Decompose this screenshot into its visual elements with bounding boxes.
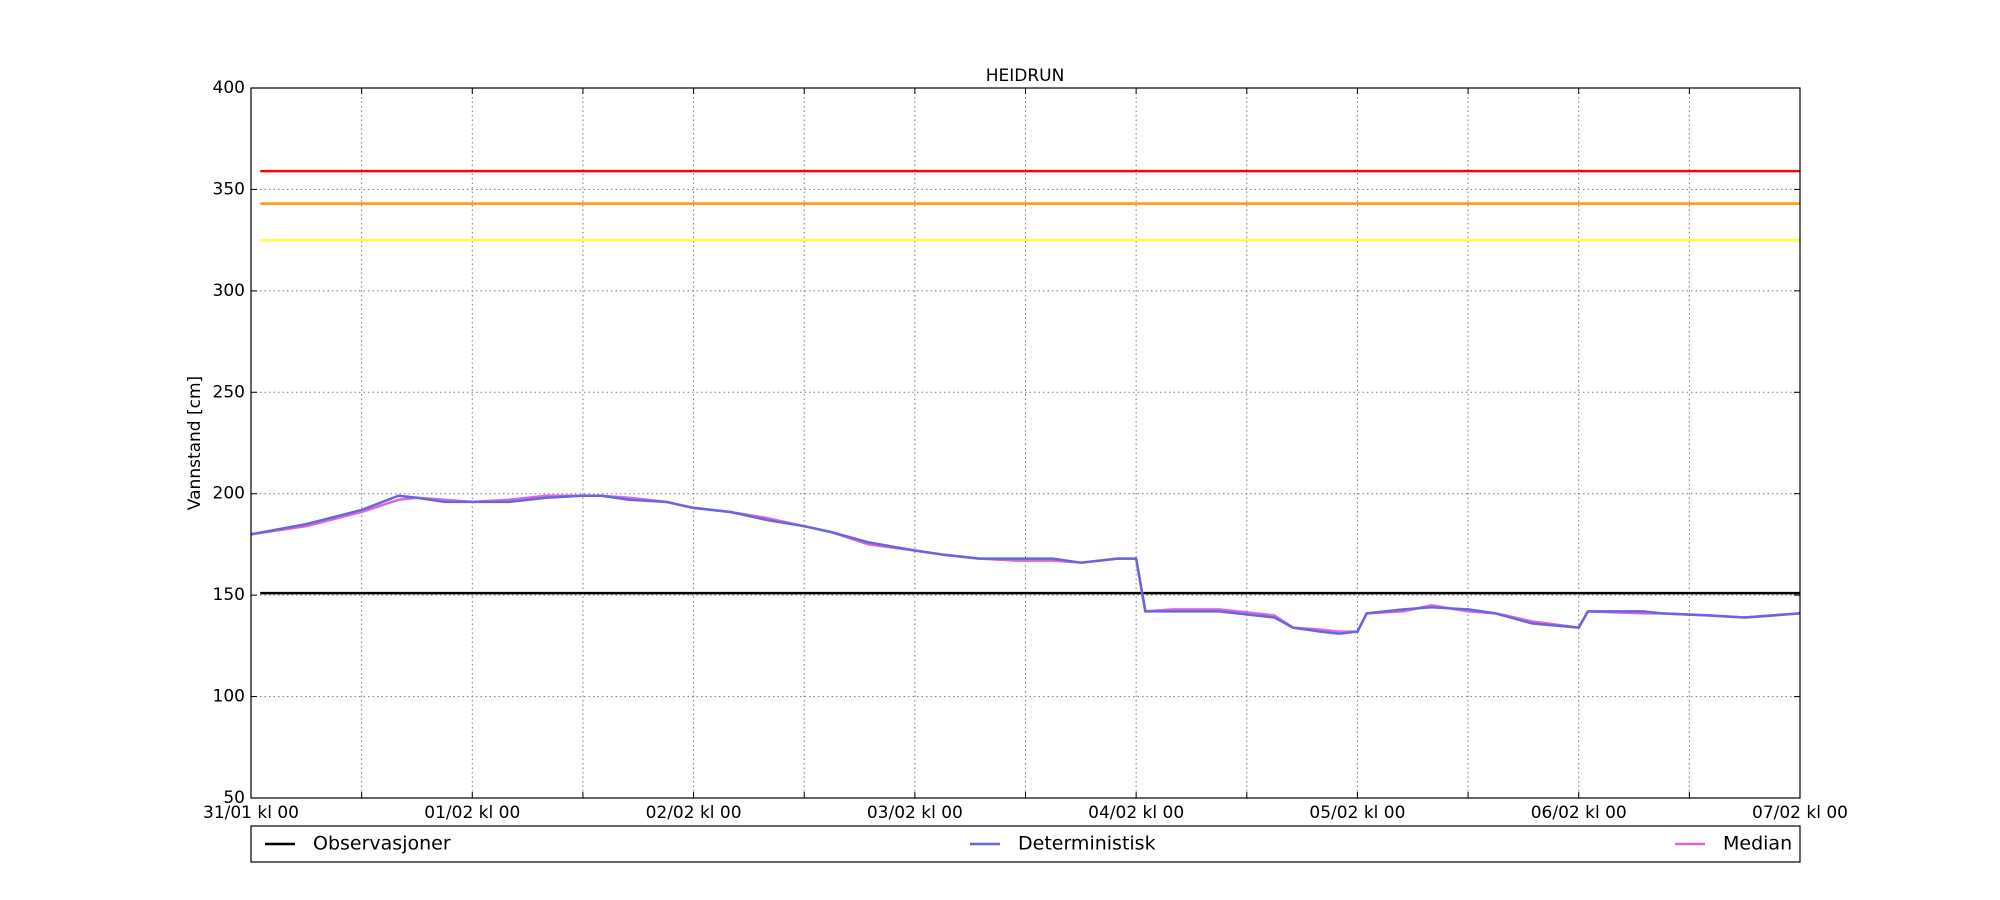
- x-tick-label: 06/02 kl 00: [1531, 803, 1627, 823]
- x-tick-label: 07/02 kl 00: [1752, 803, 1848, 823]
- y-tick-label: 350: [213, 179, 245, 199]
- legend: [250, 825, 1801, 863]
- y-tick-label: 200: [213, 484, 245, 504]
- x-tick-label: 03/02 kl 00: [867, 803, 963, 823]
- y-tick-label: 300: [213, 281, 245, 301]
- x-tick-label: 01/02 kl 00: [424, 803, 520, 823]
- y-tick-label: 100: [213, 687, 245, 707]
- y-tick-label: 50: [223, 788, 245, 808]
- legend-label: Deterministisk: [1018, 833, 1156, 855]
- x-tick-label: 31/01 kl 00: [203, 803, 299, 823]
- legend-label: Median: [1723, 833, 1792, 855]
- y-tick-label: 400: [213, 78, 245, 98]
- series-line: [250, 494, 1801, 635]
- x-tick-label: 05/02 kl 00: [1309, 803, 1405, 823]
- x-tick-label: 02/02 kl 00: [646, 803, 742, 823]
- chart-title: HEIDRUN: [986, 66, 1065, 86]
- y-axis-label: Vannstand [cm]: [185, 376, 205, 510]
- y-tick-label: 150: [213, 585, 245, 605]
- plot-frame: [250, 87, 1801, 799]
- y-tick-label: 250: [213, 382, 245, 402]
- x-tick-label: 04/02 kl 00: [1088, 803, 1184, 823]
- legend-label: Observasjoner: [313, 833, 451, 855]
